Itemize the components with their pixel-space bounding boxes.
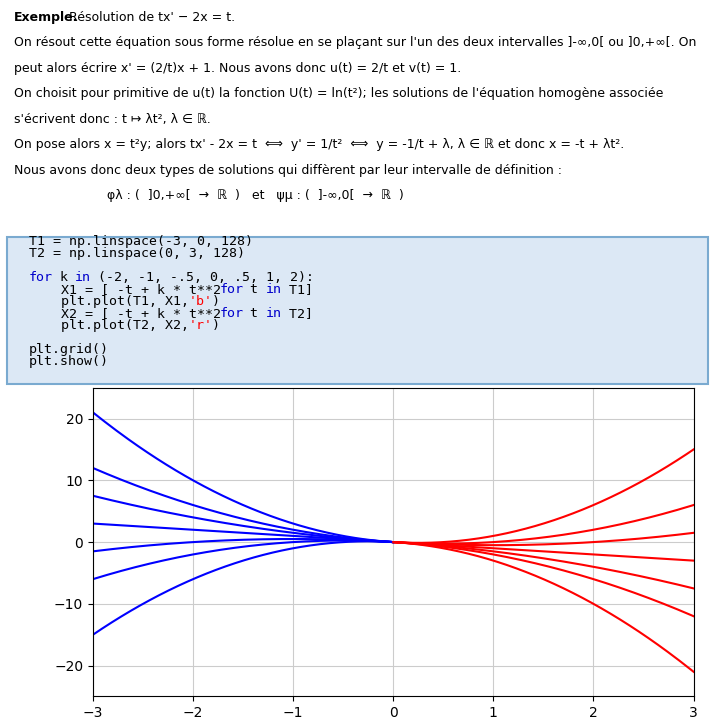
Text: in: in bbox=[265, 307, 282, 320]
Text: ): ) bbox=[212, 320, 220, 332]
Text: X2 = [ -t + k * t**2: X2 = [ -t + k * t**2 bbox=[29, 307, 229, 320]
Text: ): ) bbox=[212, 295, 220, 308]
Text: 'b': 'b' bbox=[189, 295, 213, 308]
Text: in: in bbox=[74, 271, 90, 284]
Text: k: k bbox=[51, 271, 76, 284]
Text: On résout cette équation sous forme résolue en se plaçant sur l'un des deux inte: On résout cette équation sous forme réso… bbox=[14, 37, 696, 50]
Text: Nous avons donc deux types de solutions qui diffèrent par leur intervalle de déf: Nous avons donc deux types de solutions … bbox=[14, 164, 562, 177]
Text: (-2, -1, -.5, 0, .5, 1, 2):: (-2, -1, -.5, 0, .5, 1, 2): bbox=[89, 271, 314, 284]
Text: plt.show(): plt.show() bbox=[29, 355, 109, 368]
Text: Exemple.: Exemple. bbox=[14, 11, 79, 24]
Text: plt.plot(T1, X1,: plt.plot(T1, X1, bbox=[29, 295, 197, 308]
Text: 'r': 'r' bbox=[189, 320, 213, 332]
Text: s'écrivent donc : t ↦ λt², λ ∈ ℝ.: s'écrivent donc : t ↦ λt², λ ∈ ℝ. bbox=[14, 113, 211, 126]
Text: On choisit pour primitive de u(t) la fonction U(t) = ln(t²); les solutions de l': On choisit pour primitive de u(t) la fon… bbox=[14, 88, 664, 101]
Text: plt.grid(): plt.grid() bbox=[29, 343, 109, 356]
Text: T2 = np.linspace(0, 3, 128): T2 = np.linspace(0, 3, 128) bbox=[29, 247, 245, 260]
Text: for: for bbox=[220, 307, 244, 320]
Text: for: for bbox=[29, 271, 53, 284]
Text: T1]: T1] bbox=[281, 283, 312, 296]
Text: t: t bbox=[242, 307, 267, 320]
Text: On pose alors x = t²y; alors tx' - 2x = t  ⟺  y' = 1/t²  ⟺  y = -1/t + λ, λ ∈ ℝ : On pose alors x = t²y; alors tx' - 2x = … bbox=[14, 139, 624, 151]
Text: φλ : (  ]0,+∞[  →  ℝ  )   et   ψμ : (  ]-∞,0[  →  ℝ  ): φλ : ( ]0,+∞[ → ℝ ) et ψμ : ( ]-∞,0[ → ℝ… bbox=[107, 190, 404, 202]
Text: t: t bbox=[242, 283, 267, 296]
Text: in: in bbox=[265, 283, 282, 296]
Text: X1 = [ -t + k * t**2: X1 = [ -t + k * t**2 bbox=[29, 283, 229, 296]
Text: peut alors écrire x' = (2/t)x + 1. Nous avons donc u(t) = 2/t et v(t) = 1.: peut alors écrire x' = (2/t)x + 1. Nous … bbox=[14, 62, 462, 75]
Text: Résolution de tx' − 2x = t.: Résolution de tx' − 2x = t. bbox=[61, 11, 235, 24]
Text: T2]: T2] bbox=[281, 307, 312, 320]
Text: plt.plot(T2, X2,: plt.plot(T2, X2, bbox=[29, 320, 197, 332]
Text: for: for bbox=[220, 283, 244, 296]
Text: T1 = np.linspace(-3, 0, 128): T1 = np.linspace(-3, 0, 128) bbox=[29, 235, 252, 248]
